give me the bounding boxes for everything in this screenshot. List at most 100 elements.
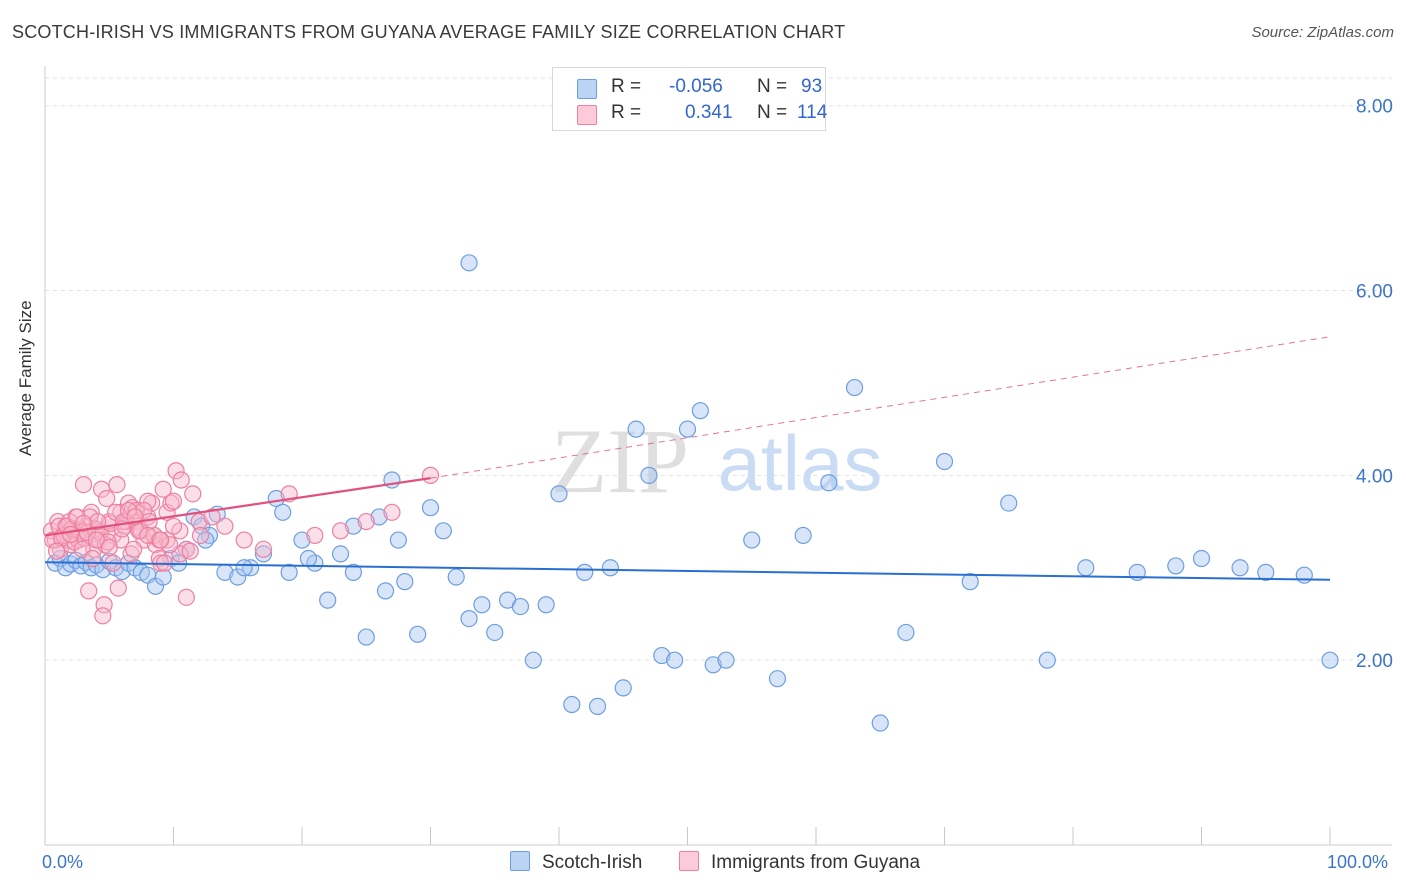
- guyana-point: [94, 607, 112, 625]
- y-tick-labels: 2.00 4.00 6.00 8.00: [1356, 97, 1393, 672]
- scotch-irish-point: [409, 625, 427, 643]
- scotch-irish-point: [666, 651, 684, 669]
- scotch-irish-point: [691, 402, 709, 420]
- scotch-irish-point: [614, 679, 632, 697]
- axes: [44, 66, 1392, 846]
- scotch-irish-point: [1192, 549, 1211, 568]
- y-tick-label: 2.00: [1356, 651, 1393, 672]
- scotch-irish-point: [197, 531, 215, 549]
- scotch-irish-point: [537, 596, 555, 614]
- y-tick-label: 4.00: [1356, 466, 1393, 487]
- x-tick-label-min: 0.0%: [42, 852, 84, 872]
- scotch-irish-point: [299, 549, 318, 568]
- scotch-irish-point: [460, 254, 478, 272]
- scotch-irish-point: [820, 474, 838, 492]
- bottom-legend-swatch-pink: [679, 851, 699, 871]
- watermark-zip: ZIP: [551, 410, 689, 512]
- guyana-point: [68, 508, 86, 526]
- guyana-point: [216, 517, 234, 535]
- legend-n-label: N =: [757, 76, 788, 97]
- guyana-point: [139, 526, 157, 545]
- scotch-irish-point: [935, 452, 954, 471]
- scotch-irish-point: [1038, 651, 1056, 669]
- scotch-irish-point: [154, 568, 172, 586]
- scotch-irish-point: [486, 623, 504, 642]
- scotch-irish-point: [242, 559, 260, 577]
- scotch-irish-point: [717, 651, 735, 669]
- series-guyana-points: [42, 462, 440, 625]
- guyana-point: [191, 526, 210, 545]
- legend-r-value: 0.341: [685, 102, 733, 123]
- scotch-irish-point: [293, 531, 311, 549]
- guyana-point: [421, 466, 440, 484]
- scotch-irish-point: [511, 597, 530, 616]
- scotch-irish-point: [396, 573, 414, 591]
- data-points: [42, 254, 1339, 732]
- guyana-point: [98, 489, 116, 508]
- guyana-point: [87, 531, 106, 549]
- scotch-irish-point: [704, 656, 722, 674]
- scotch-irish-point: [434, 522, 452, 540]
- guyana-point: [139, 492, 157, 510]
- guyana-point: [357, 512, 375, 531]
- scotch-irish-point: [743, 531, 761, 549]
- guyana-point: [383, 503, 401, 521]
- scotch-irish-trend-line: [44, 561, 1331, 581]
- guyana-point: [62, 525, 80, 544]
- guyana-point: [47, 542, 66, 560]
- guyana-point: [92, 480, 111, 498]
- bottom-legend-guyana: Immigrants from Guyana: [679, 851, 920, 874]
- guyana-point: [162, 494, 180, 512]
- guyana-point: [74, 476, 93, 494]
- y-tick-label: 6.00: [1356, 282, 1393, 303]
- scotch-irish-point: [344, 517, 362, 535]
- scotch-irish-point: [653, 646, 671, 665]
- guyana-point: [181, 542, 199, 560]
- guyana-point: [74, 514, 93, 533]
- guyana-point: [89, 512, 107, 531]
- x-tick-label-max: 100.0%: [1327, 852, 1389, 872]
- guyana-point: [254, 540, 273, 558]
- legend-n-value: 114: [797, 102, 828, 123]
- scotch-irish-point: [588, 697, 607, 715]
- scotch-irish-point: [524, 651, 542, 669]
- scotch-irish-point: [370, 508, 388, 526]
- scotch-irish-point: [319, 591, 337, 609]
- bottom-legend-label: Scotch-Irish: [542, 852, 643, 873]
- guyana-point: [177, 588, 195, 606]
- scotch-irish-point: [1167, 557, 1185, 575]
- scotch-irish-point: [229, 568, 247, 586]
- trend-lines: [44, 336, 1331, 581]
- scotch-irish-point: [678, 420, 697, 438]
- guyana-point: [203, 508, 221, 526]
- guyana-point: [125, 540, 143, 558]
- guyana-point: [152, 531, 170, 549]
- scotch-irish-point: [550, 485, 568, 503]
- guyana-point: [119, 501, 138, 520]
- scotch-irish-point: [447, 568, 465, 586]
- scotch-irish-point: [1077, 559, 1095, 577]
- scotch-irish-point: [576, 563, 594, 581]
- scotch-irish-point: [460, 609, 478, 628]
- guyana-point: [154, 480, 172, 498]
- scotch-irish-point: [1000, 494, 1018, 512]
- legend-r-label: R =: [611, 76, 642, 97]
- watermark-atlas: atlas: [718, 419, 883, 507]
- legend-n-value: 93: [801, 76, 823, 97]
- series-scotch-irish-points: [46, 254, 1339, 732]
- scotch-irish-point: [331, 545, 350, 563]
- guyana-point: [122, 545, 140, 563]
- scotch-irish-point: [344, 563, 362, 581]
- bottom-legend-scotch-irish: Scotch-Irish: [510, 851, 642, 874]
- scotch-irish-point: [627, 420, 645, 438]
- y-axis-label: Average Family Size: [16, 300, 35, 456]
- scotch-irish-point: [1231, 559, 1249, 577]
- legend-swatch-pink: [577, 105, 597, 125]
- legend-r-value: -0.056: [669, 76, 723, 97]
- guyana-point: [172, 471, 190, 489]
- legend-n-label: N =: [757, 102, 788, 123]
- scotch-irish-point: [389, 531, 407, 549]
- scotch-irish-point: [274, 503, 292, 521]
- guyana-point: [184, 485, 202, 503]
- guyana-point: [235, 531, 253, 549]
